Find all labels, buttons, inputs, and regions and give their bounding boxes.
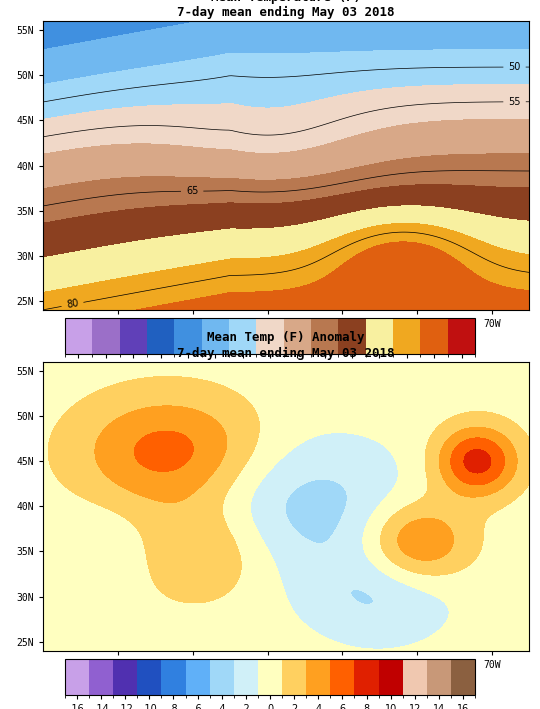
Title: Mean Temperature (F)
7-day mean ending May 03 2018: Mean Temperature (F) 7-day mean ending M…: [178, 0, 395, 18]
Title: Mean Temp (F) Anomaly
7-day mean ending May 03 2018: Mean Temp (F) Anomaly 7-day mean ending …: [178, 331, 395, 359]
Text: 80: 80: [65, 298, 79, 311]
Text: 65: 65: [186, 186, 198, 196]
Text: 55: 55: [508, 97, 521, 107]
Text: 50: 50: [508, 62, 521, 72]
